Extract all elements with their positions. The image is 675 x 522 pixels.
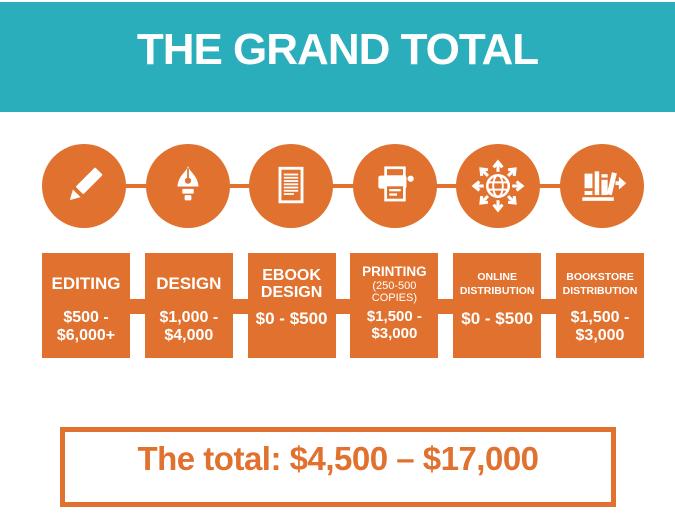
stage-circle-online-distribution xyxy=(456,144,541,228)
printer-icon xyxy=(378,166,414,202)
stage-circle-editing xyxy=(42,144,126,228)
cost-box-head: EBOOK DESIGN xyxy=(251,266,333,303)
stage-circle-printing xyxy=(352,144,437,228)
cost-box-ebook-design: EBOOK DESIGN $0 - $500 xyxy=(247,253,336,358)
pencil-icon xyxy=(69,167,103,201)
cost-box-head: DESIGN xyxy=(148,266,230,303)
stage-title: EDITING xyxy=(51,274,121,294)
cost-box-row: EDITING $500 - $6,000+ DESIGN $1,000 - $… xyxy=(42,253,644,358)
stage-title: BOOKSTORE DISTRIBUTION xyxy=(562,271,638,297)
stage-price: $1,500 - $3,000 xyxy=(366,308,422,342)
icon-connector-line xyxy=(84,184,602,188)
stage-circle-bookstore-distribution xyxy=(559,144,644,228)
ebook-page-icon xyxy=(278,166,304,204)
process-icon-row xyxy=(42,144,644,228)
pen-nib-icon xyxy=(177,165,199,201)
cost-box-head: EDITING xyxy=(45,266,127,303)
cost-boxes: EDITING $500 - $6,000+ DESIGN $1,000 - $… xyxy=(42,253,644,358)
header-banner: THE GRAND TOTAL xyxy=(0,2,675,112)
bookshelf-arrow-icon xyxy=(582,171,627,201)
stage-circle-ebook-design xyxy=(249,144,334,228)
cost-box-head: ONLINE DISTRIBUTION xyxy=(456,266,538,303)
stage-title: DESIGN xyxy=(156,274,222,294)
cost-box-editing: EDITING $500 - $6,000+ xyxy=(42,253,130,358)
globe-arrows-icon xyxy=(471,159,525,213)
cost-box-design: DESIGN $1,000 - $4,000 xyxy=(144,253,233,358)
grand-total-box: The total: $4,500 – $17,000 xyxy=(60,427,616,507)
stage-price: $1,000 - $4,000 xyxy=(159,309,219,344)
cost-box-bookstore-distribution: BOOKSTORE DISTRIBUTION $1,500 - $3,000 xyxy=(555,253,644,358)
stage-circles xyxy=(42,144,644,228)
stage-price: $0 - $500 xyxy=(461,309,534,328)
stage-price: $0 - $500 xyxy=(255,309,328,328)
stage-price: $500 - $6,000+ xyxy=(56,309,116,344)
stage-subtitle: (250-500 COPIES) xyxy=(371,279,417,304)
stage-circle-design xyxy=(145,144,230,228)
grand-total-text: The total: $4,500 – $17,000 xyxy=(137,440,539,477)
cost-box-online-distribution: ONLINE DISTRIBUTION $0 - $500 xyxy=(453,253,542,358)
cost-box-head: PRINTING (250-500 COPIES) xyxy=(353,263,435,304)
stage-price: $1,500 - $3,000 xyxy=(570,309,630,344)
stage-title: ONLINE DISTRIBUTION xyxy=(459,271,535,297)
page-title: THE GRAND TOTAL xyxy=(136,25,539,74)
cost-box-head: BOOKSTORE DISTRIBUTION xyxy=(559,266,641,303)
cost-box-printing: PRINTING (250-500 COPIES) $1,500 - $3,00… xyxy=(350,253,439,358)
stage-title: PRINTING xyxy=(362,263,427,279)
stage-title: EBOOK DESIGN xyxy=(260,266,323,301)
